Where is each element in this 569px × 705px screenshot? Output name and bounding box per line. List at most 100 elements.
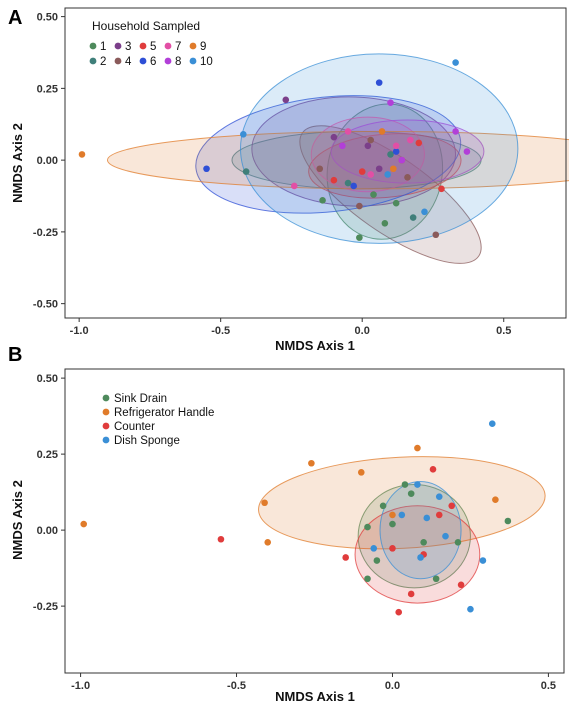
legend-b-label-refrigerator-handle: Refrigerator Handle xyxy=(114,407,214,419)
point-b-counter xyxy=(389,545,396,552)
point-b-dish-sponge xyxy=(398,511,406,519)
panel-a-points xyxy=(78,59,471,241)
point-a-2 xyxy=(409,214,417,221)
point-b-dish-sponge xyxy=(479,557,487,564)
x-tick-label: 0.5 xyxy=(541,680,556,692)
point-b-counter xyxy=(395,608,403,616)
x-tick-label: 0.5 xyxy=(496,325,511,337)
legend-a-label-8: 8 xyxy=(175,56,181,68)
y-tick-label: 0.50 xyxy=(37,373,58,385)
point-a-8 xyxy=(387,99,394,107)
legend-a-swatch-10 xyxy=(189,57,197,65)
point-a-7 xyxy=(367,171,374,178)
point-b-sink-drain xyxy=(432,575,440,583)
point-b-dish-sponge xyxy=(435,493,443,500)
point-b-dish-sponge xyxy=(423,514,431,522)
legend-a-swatch-9 xyxy=(189,42,197,50)
legend-a-swatch-6 xyxy=(139,57,147,65)
point-b-refrigerator-handle xyxy=(261,499,268,507)
legend-b-swatch-refrigerator-handle xyxy=(102,408,110,416)
point-b-counter xyxy=(429,466,437,473)
point-b-refrigerator-handle xyxy=(357,469,365,476)
legend-b-label-counter: Counter xyxy=(114,421,155,433)
point-a-10 xyxy=(384,171,391,178)
point-b-sink-drain xyxy=(373,557,381,564)
panel-b: B 0.50 0.25 0.00 -0.25 -1.0 -0.5 0.0 0.5 NMDS … xyxy=(8,344,565,704)
point-b-sink-drain xyxy=(379,502,387,510)
panel-b-legend: Sink Drain Refrigerator Handle Counter Dish… xyxy=(102,393,214,447)
panel-b-x-ticks: -1.0 -0.5 0.0 0.5 xyxy=(71,673,556,692)
x-tick-label: 0.0 xyxy=(385,680,400,692)
x-tick-label: -0.5 xyxy=(211,325,230,337)
panel-a-ellipses xyxy=(107,53,569,264)
point-a-9 xyxy=(78,151,86,158)
legend-a-label-9: 9 xyxy=(200,41,206,53)
legend-a-label-1: 1 xyxy=(100,41,106,53)
panel-a-legend-title: Household Sampled xyxy=(92,19,200,33)
point-a-7 xyxy=(407,136,414,144)
point-b-sink-drain xyxy=(364,575,371,583)
legend-b-swatch-dish-sponge xyxy=(102,436,110,444)
point-b-sink-drain xyxy=(504,517,512,525)
point-a-7 xyxy=(290,182,298,190)
panel-a-x-axis-title: NMDS Axis 1 xyxy=(275,338,355,353)
point-a-1 xyxy=(381,219,389,227)
legend-b-label-dish-sponge: Dish Sponge xyxy=(114,435,180,447)
point-a-3 xyxy=(330,133,338,141)
panel-a-frame xyxy=(64,7,567,319)
ellipse-b-refrigerator-handle xyxy=(258,456,546,550)
point-a-9 xyxy=(390,165,397,173)
point-a-7 xyxy=(392,142,400,150)
point-b-sink-drain xyxy=(420,538,427,546)
y-tick-label: -0.25 xyxy=(33,601,58,613)
panel-a-legend: Household Sampled 1 3 5 7 9 2 4 6 8 10 xyxy=(84,19,218,71)
legend-a-label-2: 2 xyxy=(100,56,106,68)
point-a-4 xyxy=(316,165,324,173)
point-b-dish-sponge xyxy=(370,545,378,552)
point-a-4 xyxy=(404,174,411,181)
legend-a-swatch-2 xyxy=(89,57,97,65)
ellipse-a-8 xyxy=(330,119,485,184)
panel-b-frame xyxy=(64,368,565,674)
panel-a-x-ticks: -1.0 -0.5 0.0 0.5 xyxy=(70,318,511,337)
legend-a-swatch-8 xyxy=(164,57,172,65)
ellipse-b-counter xyxy=(354,505,481,604)
panel-b-ellipses xyxy=(258,456,546,604)
ellipse-a-6 xyxy=(195,95,462,214)
x-tick-label: -0.5 xyxy=(227,680,246,692)
panel-a-legend-background xyxy=(84,37,218,71)
point-a-8 xyxy=(339,142,346,150)
point-a-6 xyxy=(392,148,400,155)
legend-a-swatch-4 xyxy=(114,57,122,65)
point-b-sink-drain xyxy=(401,481,409,488)
ellipse-b-dish-sponge xyxy=(379,480,462,580)
panel-b-x-axis-title: NMDS Axis 1 xyxy=(275,689,355,704)
point-b-counter xyxy=(435,511,443,519)
legend-a-label-6: 6 xyxy=(150,56,156,68)
point-b-dish-sponge xyxy=(442,532,449,540)
y-tick-label: -0.50 xyxy=(33,299,58,311)
point-b-refrigerator-handle xyxy=(80,520,88,528)
point-b-dish-sponge xyxy=(488,420,496,428)
panel-b-y-axis-title: NMDS Axis 2 xyxy=(10,480,25,560)
legend-a-label-4: 4 xyxy=(125,56,132,68)
point-b-refrigerator-handle xyxy=(264,538,272,546)
point-a-4 xyxy=(367,136,374,144)
point-a-1 xyxy=(356,234,363,241)
legend-a-label-10: 10 xyxy=(200,56,213,68)
y-tick-label: -0.25 xyxy=(33,227,58,239)
legend-a-swatch-7 xyxy=(164,42,172,50)
point-a-5 xyxy=(415,139,423,147)
point-b-counter xyxy=(342,554,349,561)
panel-a-y-ticks: 0.50 0.25 0.00 -0.25 -0.50 xyxy=(33,12,65,311)
legend-b-swatch-sink-drain xyxy=(102,394,110,402)
legend-b-swatch-counter xyxy=(102,422,110,430)
legend-a-swatch-5 xyxy=(139,42,147,50)
point-a-3 xyxy=(282,96,290,104)
point-a-5 xyxy=(438,185,445,193)
point-a-2 xyxy=(242,168,250,175)
point-b-counter xyxy=(448,502,456,510)
point-a-7 xyxy=(344,128,352,135)
legend-a-swatch-3 xyxy=(114,42,122,50)
point-b-dish-sponge xyxy=(467,605,474,613)
